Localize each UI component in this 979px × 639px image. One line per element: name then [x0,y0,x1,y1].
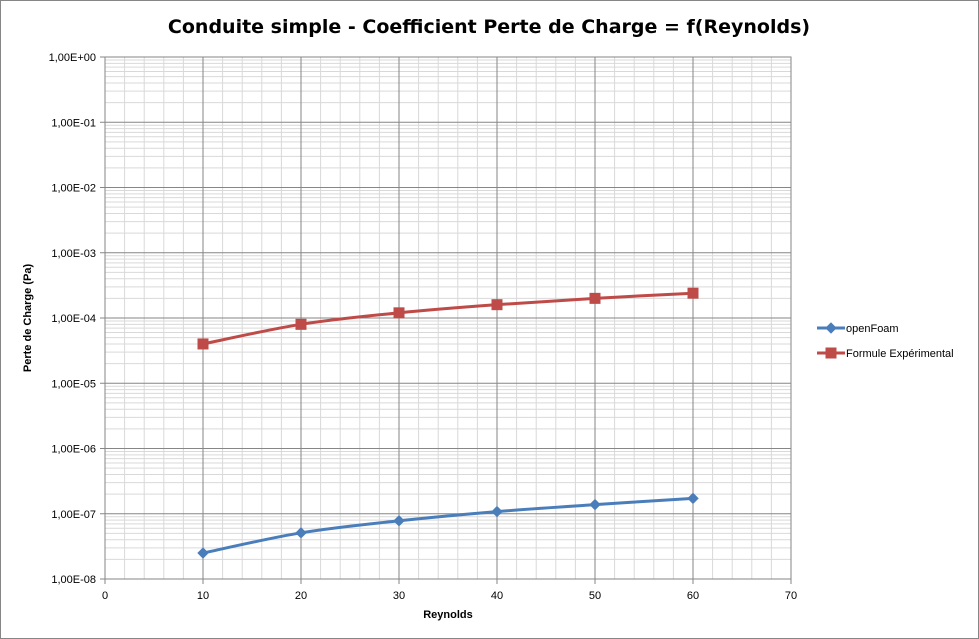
legend-label: openFoam [846,323,899,335]
data-point [491,505,503,518]
series-line [202,496,694,555]
data-point [687,287,699,299]
legend-label: Formule Expérimental [846,348,954,360]
y-tick-label: 1,00E-01 [51,117,96,129]
data-point [295,527,307,539]
y-tick-label: 1,00E-05 [51,378,96,390]
x-tick-label: 0 [102,590,108,602]
x-axis-label: Reynolds [423,609,473,621]
legend-marker [825,347,837,359]
x-tick-label: 70 [785,590,797,602]
chart-title: Conduite simple - Coefficient Perte de C… [168,16,810,38]
data-point [393,515,405,527]
plot-border [104,56,792,580]
data-point [687,492,699,505]
legend-marker [825,322,837,334]
data-point [197,338,209,350]
series-layer [197,287,699,559]
x-tick-label: 50 [589,590,601,602]
data-point [491,299,503,311]
legend: openFoam Formule Expérimental [817,322,954,360]
x-tick-labels: 0 10 20 30 40 50 60 70 [102,590,797,602]
data-point [393,307,405,319]
x-tick-label: 30 [393,590,405,602]
y-tick-label: 1,00E-04 [51,313,96,325]
series-line [202,291,694,346]
y-tick-label: 1,00E-03 [51,248,96,260]
x-tick-label: 40 [491,590,503,602]
x-tick-label: 10 [197,590,209,602]
data-point [589,498,601,511]
x-tick-label: 60 [687,590,699,602]
data-point [589,292,601,304]
y-tick-label: 1,00E-02 [51,183,96,195]
x-tick-label: 20 [295,590,307,602]
data-point [295,318,307,330]
y-tick-labels: 1,00E+00 1,00E-01 1,00E-02 1,00E-03 1,00E-04… [49,52,96,586]
y-tick-label: 1,00E-07 [51,509,96,521]
y-tick-label: 1,00E+00 [49,52,96,64]
y-axis-label: Perte de Charge (Pa) [22,264,34,373]
y-tick-label: 1,00E-06 [51,444,96,456]
data-point [197,547,209,559]
y-tick-label: 1,00E-08 [51,574,96,586]
